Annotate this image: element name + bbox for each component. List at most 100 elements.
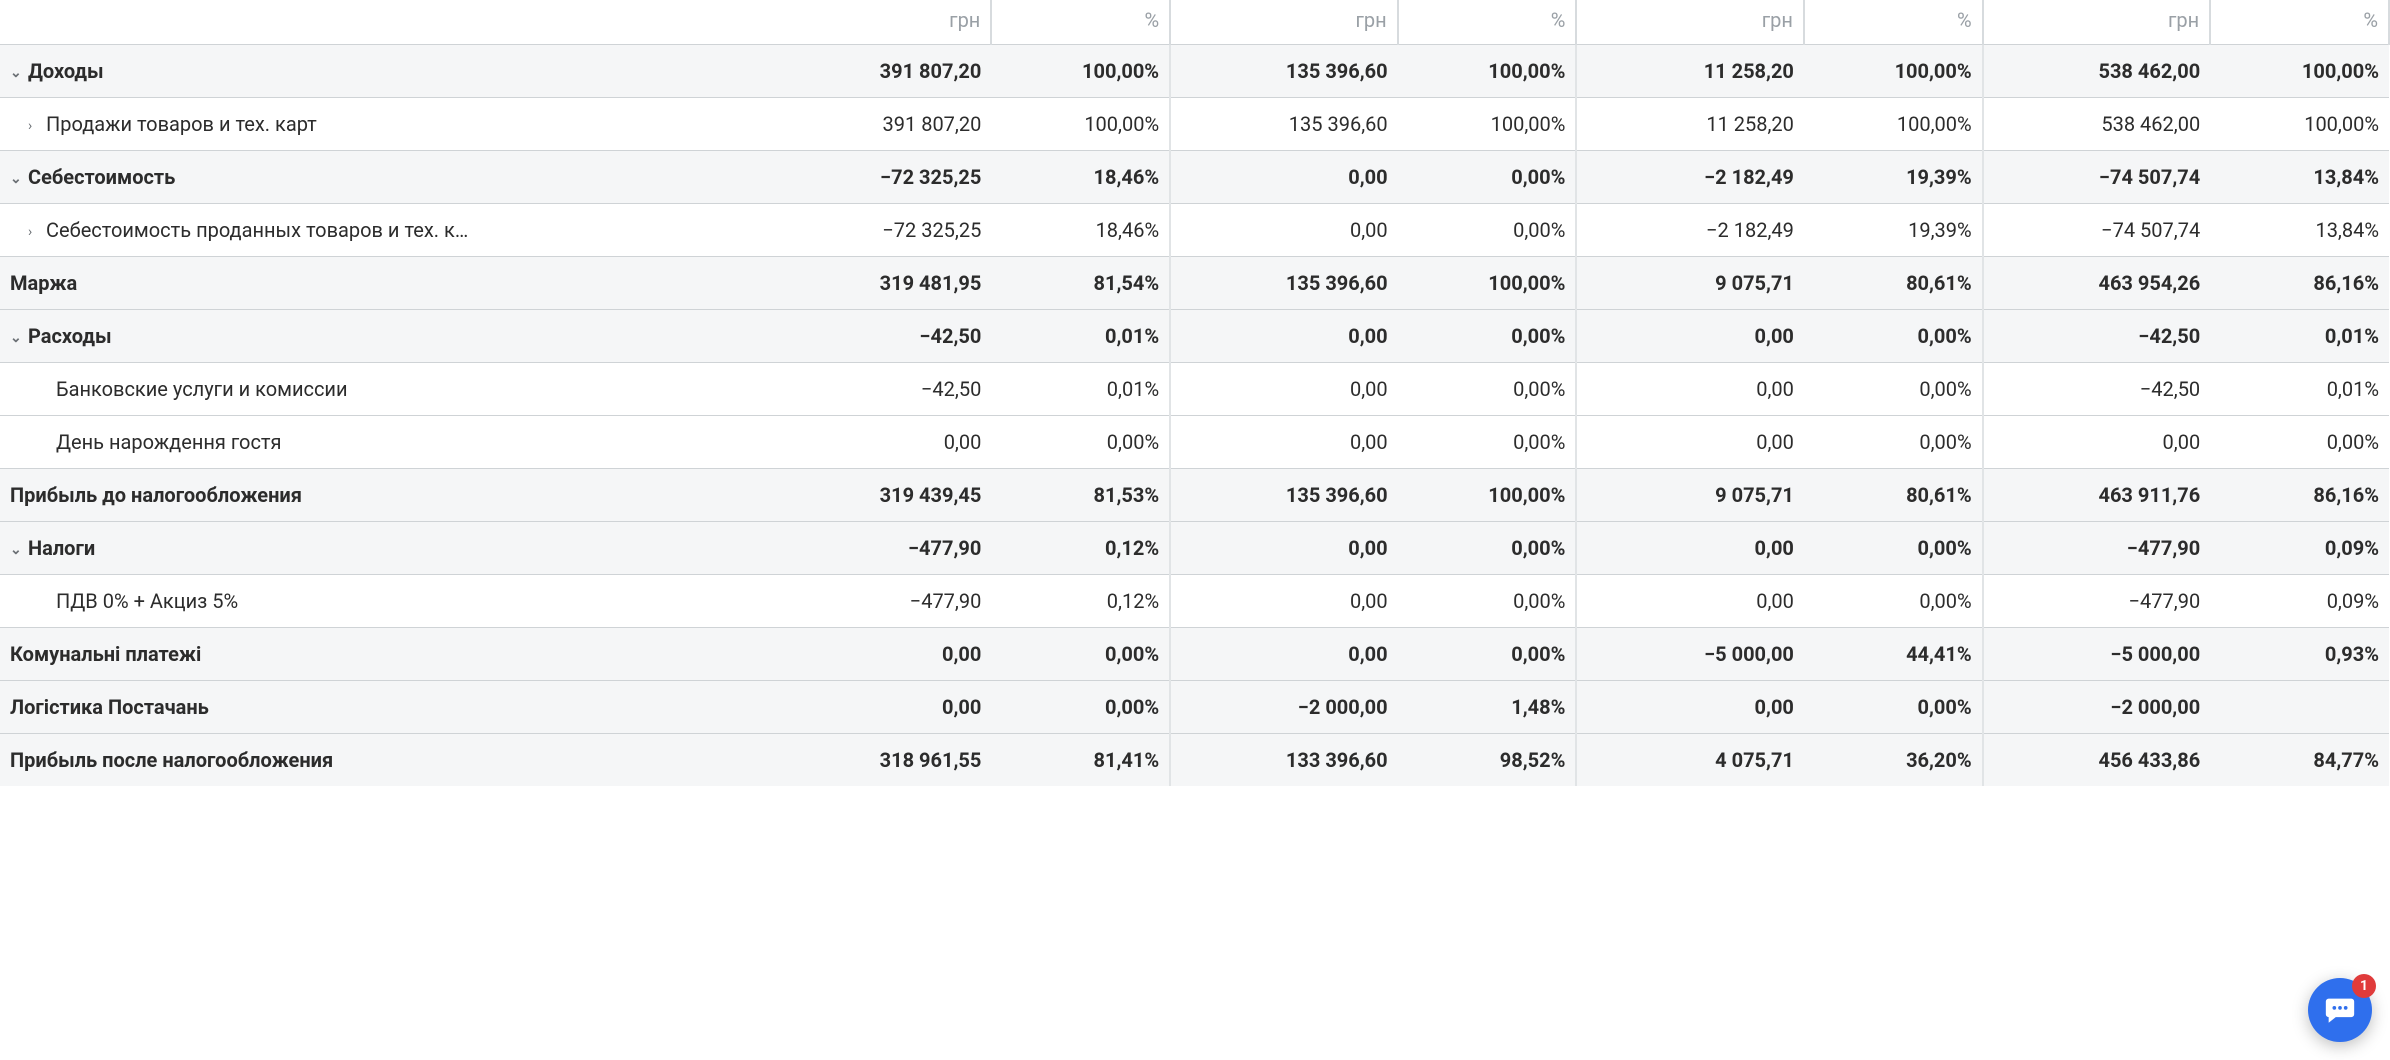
row-label[interactable]: ⌄Доходы (0, 45, 764, 98)
table-row-margin: Маржа319 481,9581,54%135 396,60100,00%9 … (0, 257, 2389, 310)
cell-percent: 0,00% (1398, 310, 1577, 363)
cell-percent: 19,39% (1804, 204, 1983, 257)
cell-percent: 0,00% (1398, 204, 1577, 257)
table-row-expenses[interactable]: ⌄Расходы−42,500,01%0,000,00%0,000,00%−42… (0, 310, 2389, 363)
cell-value: −72 325,25 (764, 151, 992, 204)
row-label-text: Продажи товаров и тех. карт (46, 112, 317, 136)
row-label-text: Доходы (28, 59, 104, 83)
table-row-profit-before-tax: Прибыль до налогообложения319 439,4581,5… (0, 469, 2389, 522)
cell-value: 0,00 (1576, 522, 1804, 575)
cell-value: −2 000,00 (1170, 681, 1398, 734)
row-label: ПДВ 0% + Акциз 5% (0, 575, 764, 628)
table-row-income[interactable]: ⌄Доходы391 807,20100,00%135 396,60100,00… (0, 45, 2389, 98)
row-label: Прибыль до налогообложения (0, 469, 764, 522)
cell-percent: 0,01% (991, 363, 1170, 416)
row-label-text: Логістика Постачань (10, 695, 209, 719)
cell-value: 0,00 (764, 681, 992, 734)
cell-percent: 19,39% (1804, 151, 1983, 204)
cell-value: 0,00 (1170, 416, 1398, 469)
cell-percent: 0,00% (991, 416, 1170, 469)
row-label-text: Расходы (28, 324, 112, 348)
cell-value: 135 396,60 (1170, 45, 1398, 98)
cell-value: 0,00 (1576, 363, 1804, 416)
cell-value: 0,00 (1576, 416, 1804, 469)
cell-value: 11 258,20 (1576, 98, 1804, 151)
cell-percent: 0,00% (1804, 310, 1983, 363)
chevron-down-icon[interactable]: ⌄ (10, 65, 24, 81)
cell-percent: 0,00% (1398, 416, 1577, 469)
cell-percent: 0,01% (2210, 310, 2389, 363)
row-label[interactable]: ⌄Налоги (0, 522, 764, 575)
chat-widget-button[interactable]: 1 (2308, 978, 2372, 1042)
cell-value: −42,50 (1983, 363, 2211, 416)
cell-value: −477,90 (764, 522, 992, 575)
chevron-right-icon[interactable]: › (28, 224, 42, 240)
cell-percent: 100,00% (2210, 98, 2389, 151)
table-row-cogs[interactable]: ⌄Себестоимость−72 325,2518,46%0,000,00%−… (0, 151, 2389, 204)
cell-value: 0,00 (1576, 575, 1804, 628)
cell-percent: 100,00% (1398, 469, 1577, 522)
cell-percent: 80,61% (1804, 469, 1983, 522)
row-label: Банковские услуги и комиссии (0, 363, 764, 416)
table-row-sales[interactable]: ›Продажи товаров и тех. карт391 807,2010… (0, 98, 2389, 151)
row-label-text: Прибыль после налогообложения (10, 748, 333, 772)
cell-value: 0,00 (1170, 310, 1398, 363)
table-row-vat-excise: ПДВ 0% + Акциз 5%−477,900,12%0,000,00%0,… (0, 575, 2389, 628)
cell-percent: 36,20% (1804, 734, 1983, 787)
chevron-down-icon[interactable]: ⌄ (10, 330, 24, 346)
row-label-text: Налоги (28, 536, 95, 560)
cell-value: −5 000,00 (1576, 628, 1804, 681)
cell-percent: 0,09% (2210, 522, 2389, 575)
cell-percent: 0,12% (991, 522, 1170, 575)
chevron-right-icon[interactable]: › (28, 118, 42, 134)
cell-percent: 44,41% (1804, 628, 1983, 681)
table-row-taxes[interactable]: ⌄Налоги−477,900,12%0,000,00%0,000,00%−47… (0, 522, 2389, 575)
cell-percent: 0,12% (991, 575, 1170, 628)
row-label: День нарождення гостя (0, 416, 764, 469)
row-label-text: Себестоимость проданных товаров и тех. к… (46, 218, 468, 242)
cell-value: 0,00 (1576, 681, 1804, 734)
cell-value: −42,50 (764, 310, 992, 363)
row-label-text: День нарождення гостя (56, 430, 282, 454)
cell-percent: 80,61% (1804, 257, 1983, 310)
header-percent-4: % (2210, 0, 2389, 45)
cell-value: 463 954,26 (1983, 257, 2211, 310)
chevron-down-icon[interactable]: ⌄ (10, 542, 24, 558)
cell-percent: 13,84% (2210, 151, 2389, 204)
header-currency-4: грн (1983, 0, 2211, 45)
row-label[interactable]: ›Продажи товаров и тех. карт (0, 98, 764, 151)
header-currency-2: грн (1170, 0, 1398, 45)
chat-notification-badge: 1 (2352, 974, 2376, 998)
cell-percent: 18,46% (991, 151, 1170, 204)
cell-percent: 100,00% (991, 45, 1170, 98)
cell-value: −72 325,25 (764, 204, 992, 257)
cell-value: −2 000,00 (1983, 681, 2211, 734)
cell-value: −2 182,49 (1576, 151, 1804, 204)
row-label[interactable]: ⌄Себестоимость (0, 151, 764, 204)
cell-percent: 1,48% (1398, 681, 1577, 734)
cell-percent: 100,00% (1398, 45, 1577, 98)
cell-percent: 0,00% (1398, 151, 1577, 204)
cell-percent: 0,00% (1804, 416, 1983, 469)
cell-value: 0,00 (1170, 628, 1398, 681)
cell-value: −477,90 (1983, 575, 2211, 628)
cell-percent: 0,00% (1804, 363, 1983, 416)
row-label[interactable]: ›Себестоимость проданных товаров и тех. … (0, 204, 764, 257)
cell-percent: 81,41% (991, 734, 1170, 787)
row-label[interactable]: ⌄Расходы (0, 310, 764, 363)
cell-percent: 0,00% (991, 628, 1170, 681)
cell-value: 11 258,20 (1576, 45, 1804, 98)
table-header-row: грн % грн % грн % грн % (0, 0, 2389, 45)
cell-value: 463 911,76 (1983, 469, 2211, 522)
header-currency-1: грн (764, 0, 992, 45)
header-percent-2: % (1398, 0, 1577, 45)
cell-percent: 0,00% (1398, 628, 1577, 681)
cell-percent: 0,00% (1398, 363, 1577, 416)
cell-percent: 84,77% (2210, 734, 2389, 787)
cell-value: 0,00 (1576, 310, 1804, 363)
cell-percent (2210, 681, 2389, 734)
cell-value: 135 396,60 (1170, 98, 1398, 151)
chevron-down-icon[interactable]: ⌄ (10, 171, 24, 187)
cell-value: 9 075,71 (1576, 469, 1804, 522)
table-row-cogs-sold[interactable]: ›Себестоимость проданных товаров и тех. … (0, 204, 2389, 257)
